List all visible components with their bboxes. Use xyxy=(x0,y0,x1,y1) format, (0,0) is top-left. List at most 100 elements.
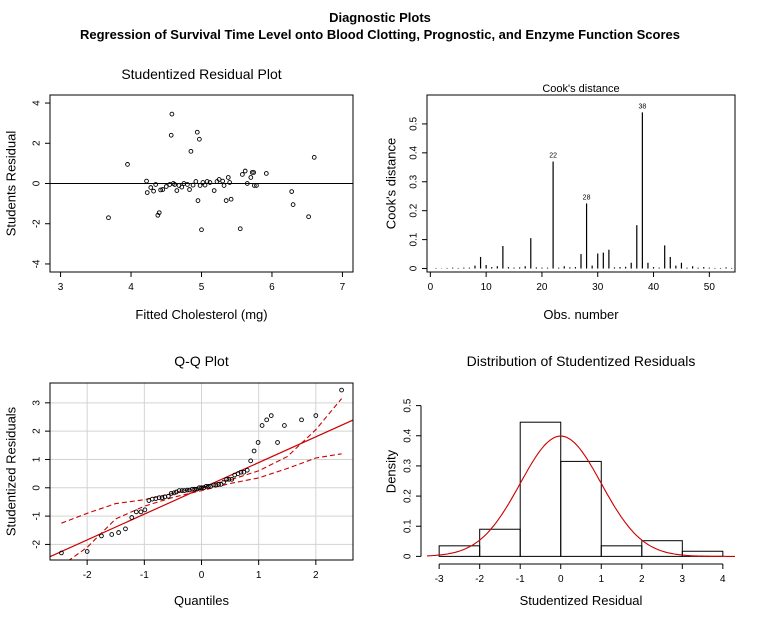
residual-point xyxy=(202,182,208,188)
y-tick-label: 4 xyxy=(32,100,43,106)
cooks-distance-panel: Cook's distance Obs. number Cook's distanc… xyxy=(383,83,736,322)
qq-point xyxy=(244,467,250,473)
x-axis-label: Obs. number xyxy=(543,307,619,322)
qq-point xyxy=(116,530,121,535)
qq-point xyxy=(241,469,247,475)
qq-point xyxy=(196,485,202,491)
x-tick-label: 0 xyxy=(199,570,205,581)
residual-point xyxy=(195,198,201,203)
qq-point xyxy=(181,488,187,493)
residual-point xyxy=(248,175,254,180)
qq-point xyxy=(248,458,254,464)
x-tick-label: -1 xyxy=(516,574,525,585)
qq-point xyxy=(165,493,171,499)
qq-plot-area xyxy=(50,387,353,560)
y-tick-label: 0.4 xyxy=(409,145,420,159)
residual-point xyxy=(148,185,154,190)
x-tick-label: 0 xyxy=(428,282,434,293)
qq-point xyxy=(264,417,270,423)
histogram-bar xyxy=(641,540,683,557)
y-tick-label: 0.2 xyxy=(409,203,420,217)
x-tick-label: 7 xyxy=(340,282,346,293)
y-tick-label: 0.1 xyxy=(403,519,414,533)
histogram-bar xyxy=(600,545,643,557)
qq-point xyxy=(192,486,197,492)
x-tick-label: 50 xyxy=(704,282,716,293)
residual-point xyxy=(172,182,178,187)
residual-point xyxy=(169,111,175,117)
x-axis-label: Quantiles xyxy=(174,593,229,608)
x-tick-label: -2 xyxy=(475,574,484,585)
y-tick-label: -1 xyxy=(32,511,43,520)
residual-point xyxy=(211,188,217,193)
y-tick-label: -4 xyxy=(32,259,43,268)
figure-title: Diagnostic Plots xyxy=(329,10,431,25)
residual-point xyxy=(228,196,234,202)
qq-point xyxy=(133,509,139,515)
x-tick-label: 20 xyxy=(536,282,548,293)
confidence-envelope-upper xyxy=(61,398,343,524)
qq-point xyxy=(216,482,222,487)
qq-point xyxy=(299,417,304,423)
y-tick-label: 0.4 xyxy=(403,428,414,442)
residual-point xyxy=(251,183,257,188)
qq-point xyxy=(229,476,235,482)
x-tick-label: 6 xyxy=(269,282,275,293)
qq-point xyxy=(190,486,195,492)
x-tick-label: -3 xyxy=(435,574,444,585)
qq-point xyxy=(206,484,211,489)
histogram-bar xyxy=(479,528,521,557)
x-tick-label: -2 xyxy=(83,570,92,581)
plot-box xyxy=(49,382,354,561)
y-tick-label: 0.3 xyxy=(403,459,414,473)
residual-point xyxy=(168,132,174,138)
x-tick-label: 4 xyxy=(128,282,134,293)
x-tick-label: 2 xyxy=(313,570,319,581)
qq-point xyxy=(221,479,227,485)
qq-point xyxy=(275,440,280,445)
histogram-panel: Distribution of Studentized Residuals Stu… xyxy=(383,353,735,608)
x-tick-label: 3 xyxy=(58,282,64,293)
residual-point xyxy=(193,179,199,184)
y-tick-label: 0 xyxy=(32,485,43,491)
qq-point xyxy=(99,533,104,539)
qq-point xyxy=(203,484,209,489)
residual-point xyxy=(185,182,190,187)
residual-point xyxy=(163,184,169,189)
residual-point xyxy=(174,188,180,193)
residual-point xyxy=(244,181,250,186)
plot-box xyxy=(426,94,736,273)
qq-point xyxy=(123,526,128,532)
qq-point xyxy=(199,485,204,491)
residual-point xyxy=(197,183,203,188)
y-tick-label: 0.5 xyxy=(403,398,414,412)
y-tick-label: 1 xyxy=(32,456,43,462)
observation-label: 28 xyxy=(583,194,591,201)
qq-point xyxy=(59,550,64,556)
confidence-envelope-lower xyxy=(68,453,342,560)
panel-title: Studentized Residual Plot xyxy=(121,66,281,82)
x-tick-label: 4 xyxy=(720,574,726,585)
residual-point xyxy=(223,198,229,203)
panel-title: Q-Q Plot xyxy=(174,353,229,369)
residual-point xyxy=(179,184,185,190)
qq-point xyxy=(339,387,344,393)
x-tick-label: 5 xyxy=(199,282,205,293)
y-tick-label: 0.1 xyxy=(409,232,420,246)
residual-point xyxy=(197,136,202,142)
qq-point xyxy=(138,509,144,515)
qq-point xyxy=(176,488,182,493)
residual-point xyxy=(220,178,225,184)
residual-point xyxy=(227,180,233,185)
qq-point xyxy=(179,488,185,493)
y-tick-label: 3 xyxy=(32,400,43,406)
qq-point xyxy=(251,448,257,454)
residual-point xyxy=(158,187,163,193)
x-axis-label: Studentized Residual xyxy=(520,593,643,608)
qq-point xyxy=(213,482,219,488)
x-tick-label: 30 xyxy=(592,282,604,293)
figure-subtitle: Regression of Survival Time Level onto B… xyxy=(80,27,680,42)
histogram-bar xyxy=(560,460,602,557)
y-tick-label: -2 xyxy=(32,540,43,549)
